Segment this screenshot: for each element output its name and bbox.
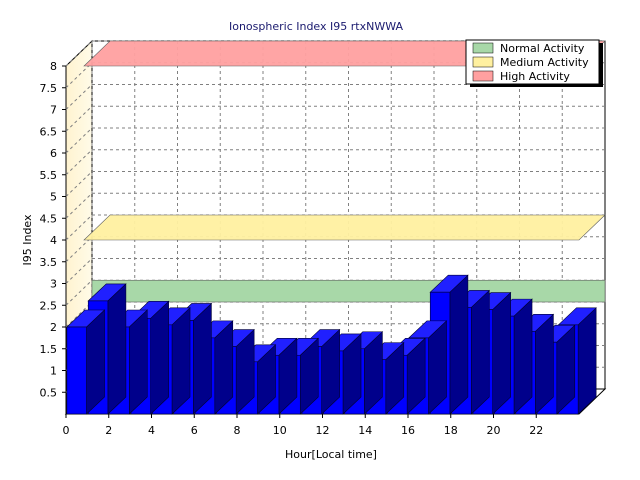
bar-side-face bbox=[513, 298, 533, 415]
bar-side-face bbox=[492, 291, 511, 415]
gridline-side bbox=[65, 192, 93, 219]
gridline-side bbox=[65, 214, 93, 241]
y-tick-label: 2 bbox=[50, 321, 57, 334]
y-tick-label: 6 bbox=[50, 147, 57, 160]
y-tick-label: 8 bbox=[50, 60, 57, 73]
y-tick-label: 2.5 bbox=[40, 299, 58, 312]
bar bbox=[66, 309, 106, 415]
bar-side-face bbox=[107, 283, 127, 415]
gridline-side bbox=[65, 127, 93, 154]
gridline-side bbox=[65, 171, 93, 197]
gridline-side bbox=[65, 105, 93, 132]
gridline-side bbox=[65, 236, 93, 263]
bar-side-face bbox=[449, 274, 469, 415]
x-tick-label: 12 bbox=[316, 424, 330, 437]
y-tick-label: 3 bbox=[50, 278, 57, 291]
bar-side-face bbox=[577, 307, 597, 415]
x-tick-label: 6 bbox=[191, 424, 198, 437]
y-axis-ticks: 0.5 1 1.5 2 2.5 3 3.5 4 4.5 5 5.5 6 6.5 7 7.5 8 bbox=[40, 60, 66, 399]
legend-label-normal: Normal Activity bbox=[500, 42, 585, 55]
gridline-side bbox=[65, 149, 93, 176]
x-tick-label: 22 bbox=[529, 424, 543, 437]
x-axis-title: Hour[Local time] bbox=[285, 448, 377, 461]
bar-side-face bbox=[171, 307, 191, 415]
x-tick-label: 8 bbox=[234, 424, 241, 437]
bar-side-face bbox=[150, 300, 169, 415]
legend-swatch-high bbox=[472, 70, 494, 82]
chart-title: Ionospheric Index I95 rtxNWWA bbox=[229, 20, 403, 33]
band-normal-activity bbox=[91, 279, 606, 303]
y-tick-label: 1 bbox=[50, 365, 57, 378]
gridline-side bbox=[65, 62, 93, 89]
legend-label-high: High Activity bbox=[500, 70, 570, 83]
band-medium-activity bbox=[83, 214, 606, 241]
bar-side-face bbox=[470, 289, 490, 415]
x-tick-label: 2 bbox=[105, 424, 112, 437]
bars bbox=[66, 274, 597, 415]
y-tick-label: 7.5 bbox=[40, 82, 58, 95]
x-tick-label: 0 bbox=[63, 424, 70, 437]
gridline-side bbox=[65, 40, 93, 67]
legend-swatch-normal bbox=[472, 42, 494, 54]
x-tick-label: 14 bbox=[358, 424, 372, 437]
gridline-side bbox=[65, 279, 93, 306]
y-tick-label: 7 bbox=[50, 104, 57, 117]
y-tick-label: 6.5 bbox=[40, 125, 58, 138]
y-tick-label: 3.5 bbox=[40, 256, 58, 269]
y-tick-label: 1.5 bbox=[40, 343, 58, 356]
legend: Normal Activity Medium Activity High Act… bbox=[465, 39, 603, 87]
y-tick-label: 5 bbox=[50, 191, 57, 204]
bar-side-face bbox=[193, 302, 212, 415]
x-tick-label: 20 bbox=[487, 424, 501, 437]
bar-front-face bbox=[66, 326, 87, 415]
x-axis-ticks: 0 2 4 6 8 10 12 14 16 18 20 22 bbox=[63, 414, 543, 437]
x-tick-label: 4 bbox=[148, 424, 155, 437]
legend-swatch-medium bbox=[472, 56, 494, 68]
bar-side-face bbox=[535, 313, 554, 415]
legend-label-medium: Medium Activity bbox=[500, 56, 589, 69]
gridline-side bbox=[65, 258, 93, 284]
y-tick-label: 0.5 bbox=[40, 386, 58, 399]
y-tick-label: 5.5 bbox=[40, 169, 58, 182]
y-tick-label: 4 bbox=[50, 234, 57, 247]
x-tick-label: 10 bbox=[273, 424, 287, 437]
gridline-side bbox=[65, 84, 93, 110]
bar-side-face bbox=[128, 309, 148, 415]
x-tick-label: 16 bbox=[401, 424, 415, 437]
gridline-side bbox=[65, 301, 93, 328]
x-tick-label: 18 bbox=[444, 424, 458, 437]
bar-side-face bbox=[86, 309, 105, 415]
y-tick-label: 4.5 bbox=[40, 212, 58, 225]
y-axis-title: I95 Index bbox=[21, 214, 34, 266]
